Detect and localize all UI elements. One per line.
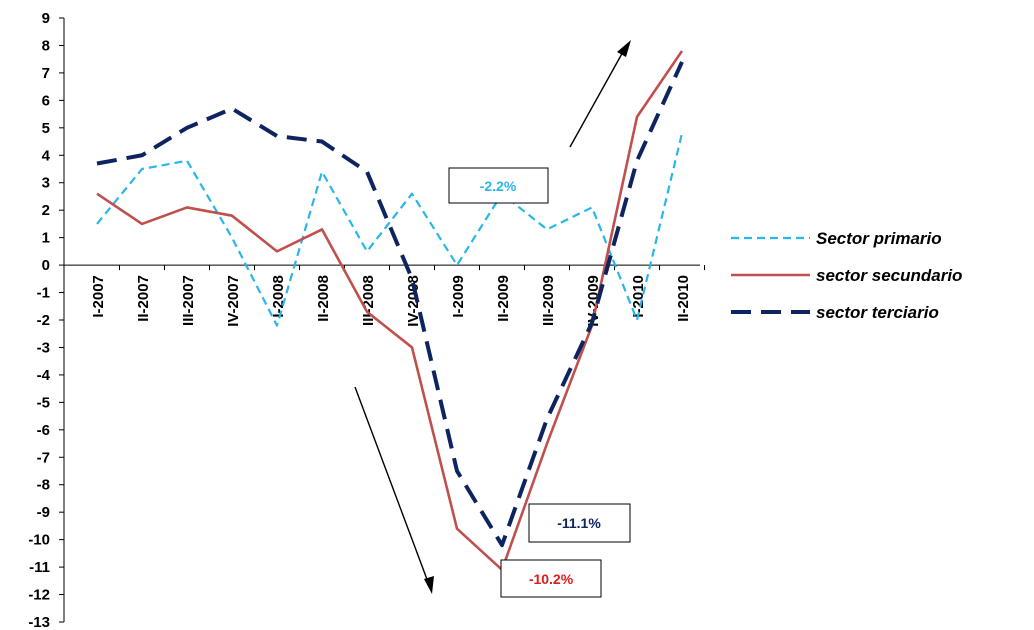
x-tick-label: II-2009 xyxy=(495,275,512,322)
y-tick-label: 8 xyxy=(42,37,50,54)
down-trend-arrow xyxy=(354,386,429,583)
x-tick-label: IV-2007 xyxy=(225,275,242,327)
callout-primario: -2.2% xyxy=(448,167,549,204)
y-tick-label: -12 xyxy=(28,587,50,604)
y-tick-label: -5 xyxy=(37,394,50,411)
trend-arrows xyxy=(354,40,631,594)
y-tick-label: -11 xyxy=(29,559,50,576)
up-trend-arrow xyxy=(569,49,625,148)
callouts: -2.2% -11.1% -10.2% xyxy=(448,167,631,598)
x-tick-label: I-2007 xyxy=(90,275,107,318)
callout-terciario: -11.1% xyxy=(528,503,631,543)
x-tick-label: IV-2009 xyxy=(585,275,602,327)
y-tick-label: 6 xyxy=(42,92,50,109)
series-line-1 xyxy=(96,50,684,572)
legend: Sector primario sector secundario sector t… xyxy=(731,229,962,322)
up-trend-arrowhead xyxy=(617,40,631,57)
y-tick-label: -4 xyxy=(37,367,51,384)
x-tick-label: III-2009 xyxy=(540,275,557,326)
y-tick-label: -8 xyxy=(37,477,50,494)
y-tick-label: 3 xyxy=(42,175,50,192)
callout-primario-text: -2.2% xyxy=(480,178,517,194)
y-tick-label: 4 xyxy=(42,147,51,164)
y-tick-label: 5 xyxy=(42,120,50,137)
x-tick-label: IV-2008 xyxy=(405,275,422,327)
series-line-2 xyxy=(96,61,684,548)
y-tick-label: -9 xyxy=(37,504,50,521)
legend-label-0: Sector primario xyxy=(816,229,942,248)
x-tick-label: III-2007 xyxy=(180,275,197,326)
y-tick-label: 9 xyxy=(42,10,50,27)
legend-label-2: sector terciario xyxy=(816,303,939,322)
y-tick-label: 1 xyxy=(42,230,50,247)
down-trend-arrowhead xyxy=(424,576,434,594)
legend-label-1: sector secundario xyxy=(816,266,962,285)
callout-terciario-text: -11.1% xyxy=(557,515,601,531)
series-lines xyxy=(96,50,684,572)
x-tick-label: III-2008 xyxy=(360,275,377,326)
x-tick-label: I-2010 xyxy=(630,275,647,318)
x-tick-label: II-2007 xyxy=(135,275,152,322)
y-tick-label: -1 xyxy=(37,285,50,302)
series-line-0 xyxy=(96,133,684,327)
x-tick-label: I-2008 xyxy=(270,275,287,318)
y-tick-label: -6 xyxy=(37,422,50,439)
y-tick-label: 7 xyxy=(42,65,50,82)
callout-secundario: -10.2% xyxy=(500,559,602,598)
y-tick-label: -3 xyxy=(37,339,50,356)
callout-secundario-text: -10.2% xyxy=(529,571,574,587)
axes: 9 8 7 6 5 4 3 2 1 0 -1 -2 -3 -4 -5 -6 -7 -8 -9 -10 -11 -12 -13… xyxy=(28,10,705,630)
y-tick-label: -13 xyxy=(28,614,50,630)
y-tick-label: -10 xyxy=(28,532,50,549)
y-tick-label: 2 xyxy=(42,202,50,219)
x-tick-label: II-2010 xyxy=(675,275,692,322)
x-tick-label: II-2008 xyxy=(315,275,332,322)
x-tick-label: I-2009 xyxy=(450,275,467,318)
y-tick-label: 0 xyxy=(42,257,50,274)
y-tick-label: -7 xyxy=(37,449,50,466)
y-tick-label: -2 xyxy=(37,312,50,329)
